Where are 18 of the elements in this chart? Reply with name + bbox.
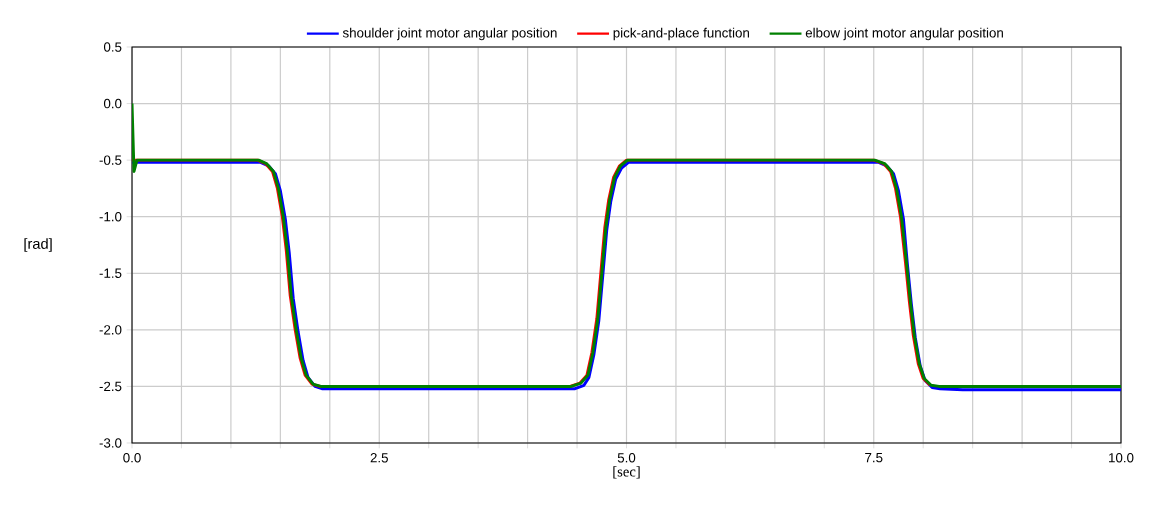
y-tick-label: -3.0 [99,438,122,448]
y-axis-title: [rad] [24,238,52,252]
legend-label: elbow joint motor angular position [805,27,1003,41]
y-tick-label: 0.0 [103,98,122,109]
x-tick-label: 2.5 [370,453,388,463]
x-tick-label: 10.0 [1109,453,1134,463]
y-tick-label: -0.5 [99,155,122,165]
y-tick-label: -2.5 [99,381,122,392]
x-tick-label: 7.5 [865,453,883,463]
y-tick-label: -1.0 [99,211,122,222]
x-tick-label: 5.0 [617,453,636,463]
legend-label: shoulder joint motor angular position [342,27,557,41]
y-tick-label: -1.5 [99,268,122,278]
x-axis-title: [sec] [613,466,640,479]
y-tick-label: -2.0 [99,325,122,335]
x-tick-label: 0.0 [123,453,141,463]
y-tick-label: 0.5 [103,42,122,52]
legend-label: pick-and-place function [613,27,749,41]
